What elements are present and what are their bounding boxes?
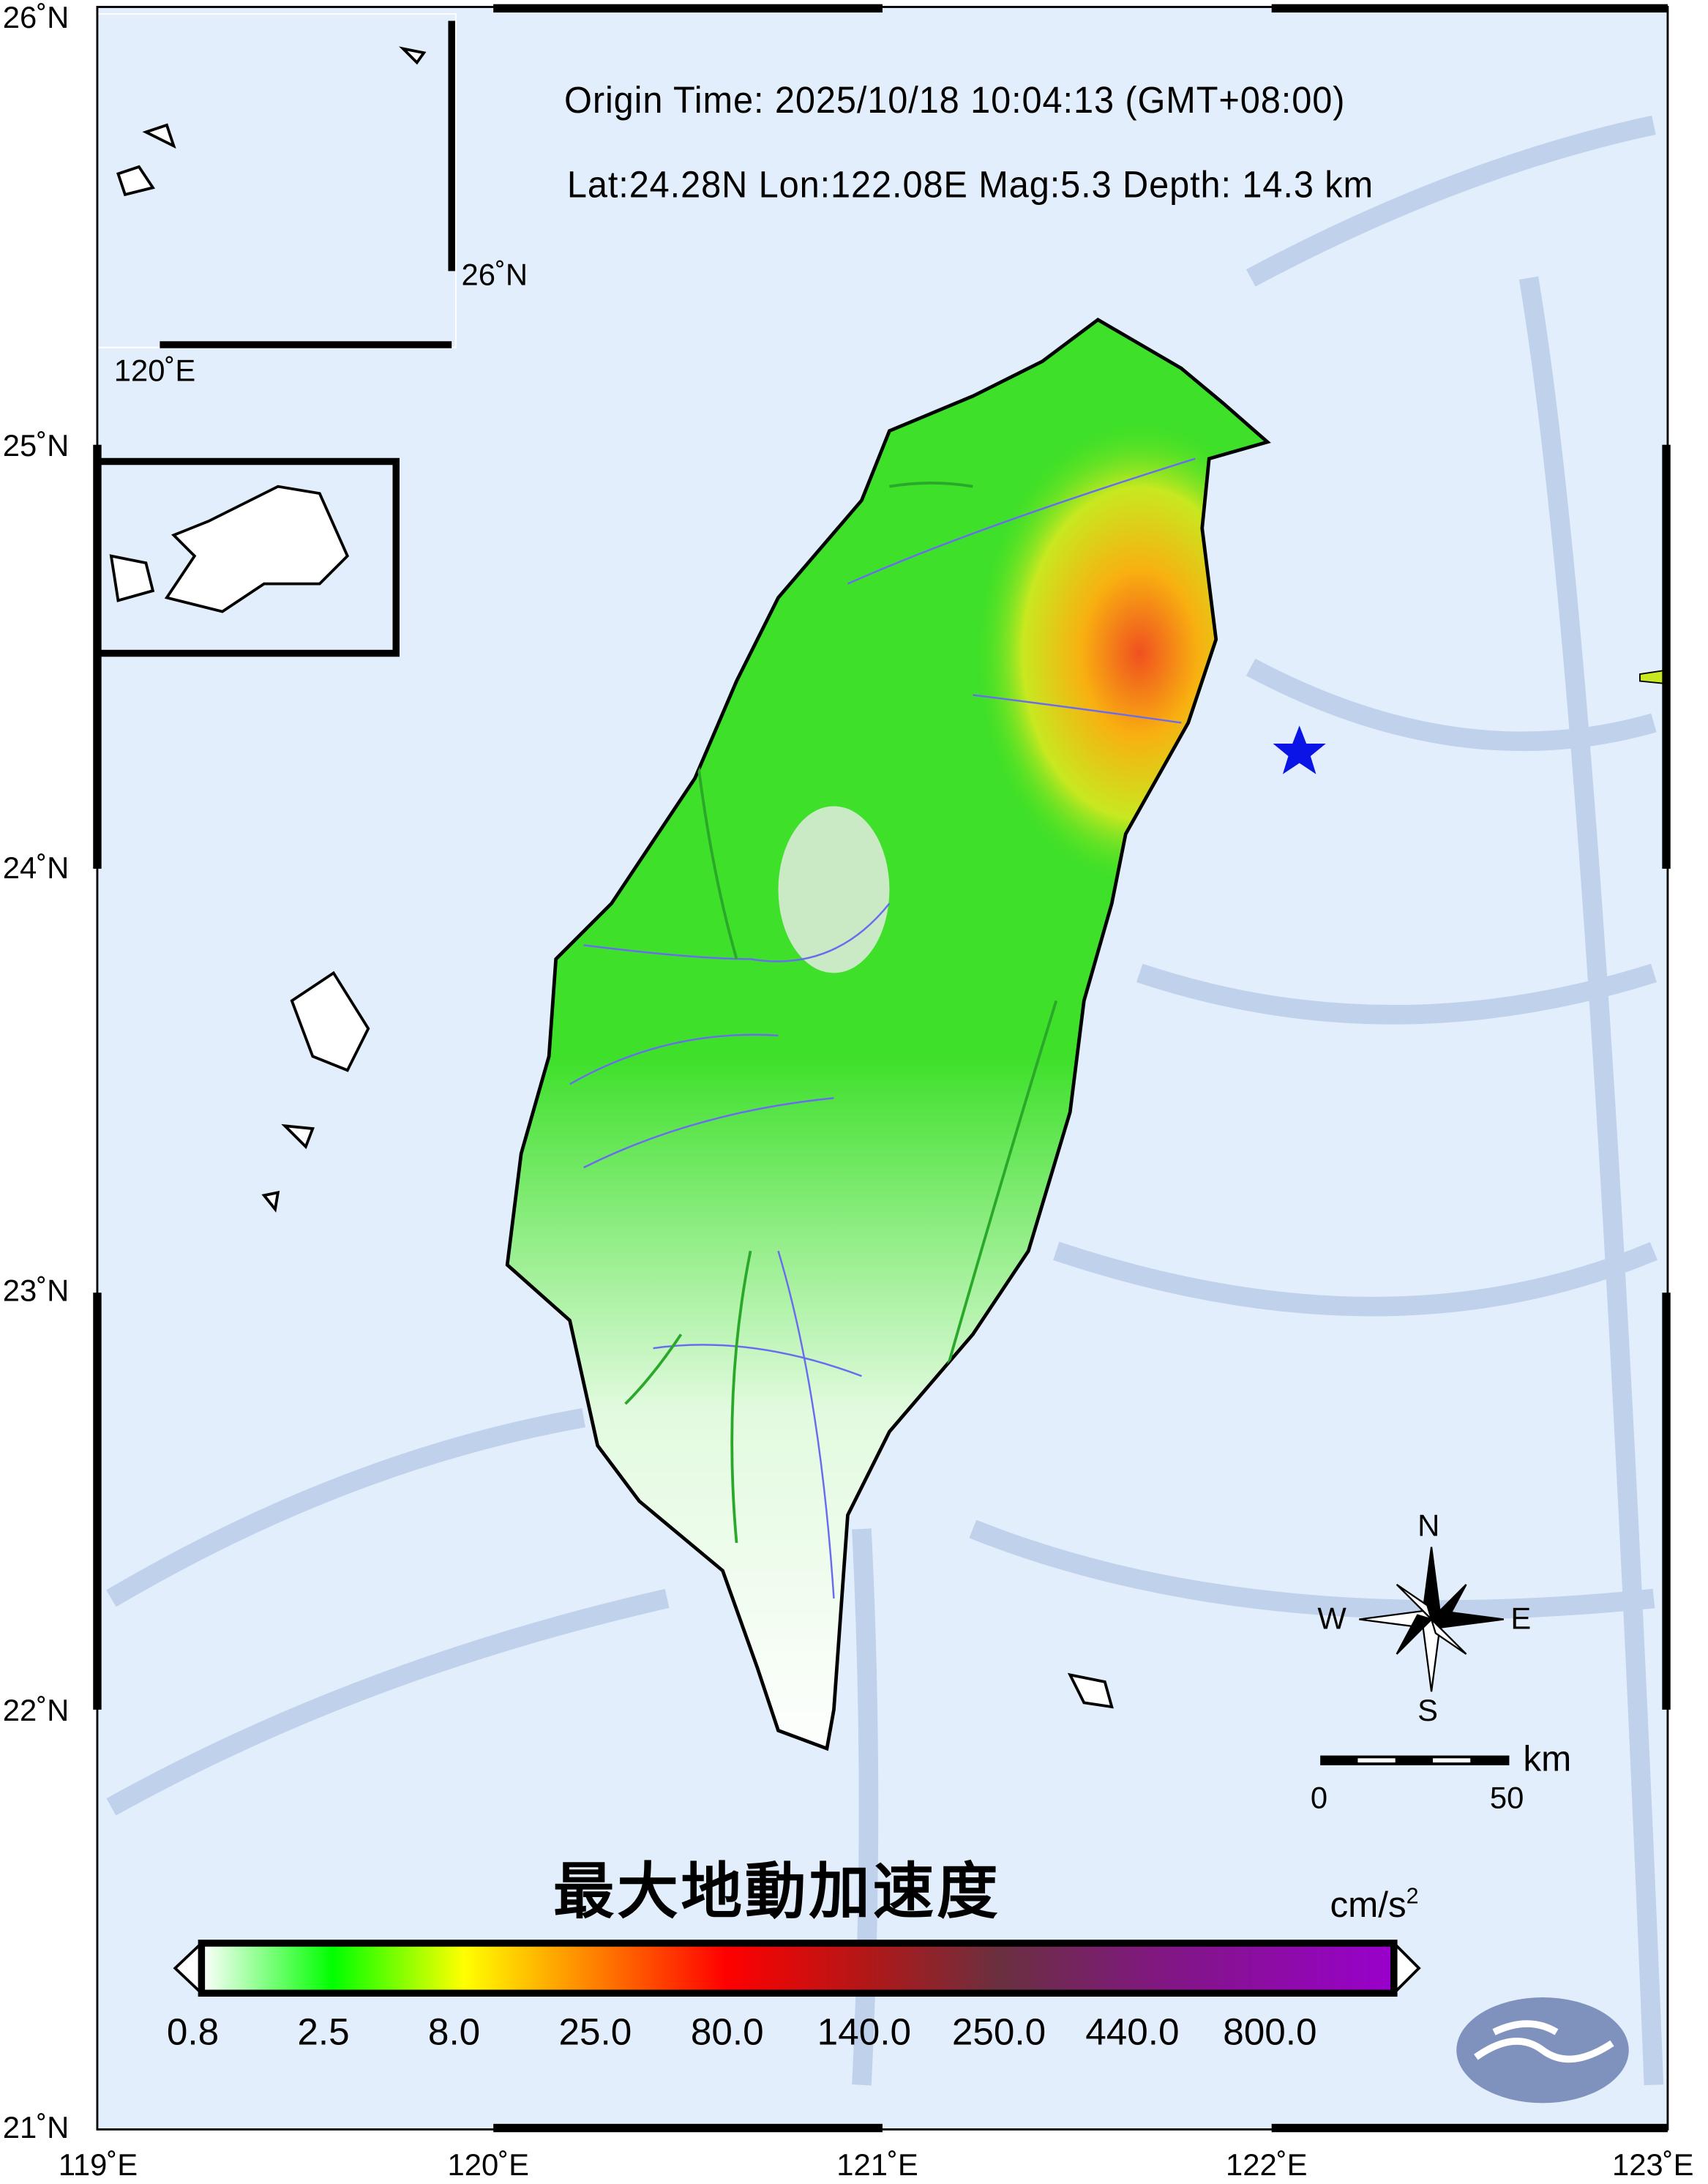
compass-s: S [1417, 1693, 1438, 1728]
compass-w: W [1317, 1601, 1346, 1637]
x-label: 120˚E [447, 2147, 530, 2183]
colorbar-tick-label: 80.0 [690, 2011, 764, 2053]
colorbar-tick-label: 440.0 [1085, 2011, 1180, 2053]
legend-title: 最大地動加速度 [553, 1858, 1001, 1927]
x-label: 123˚E [1611, 2147, 1694, 2183]
y-label: 22˚N [2, 1693, 70, 1728]
colorbar-tick-label: 0.8 [166, 2011, 220, 2053]
inset-lon-label: 120˚E [113, 353, 196, 388]
origin-time: Origin Time: 2025/10/18 10:04:13 (GMT+08… [564, 79, 1346, 121]
colorbar-tick-label: 140.0 [817, 2011, 912, 2053]
frame-ticks [93, 4, 1671, 2133]
x-label: 122˚E [1226, 2147, 1308, 2183]
y-label: 26˚N [2, 0, 70, 35]
legend-unit: cm/s2 [1330, 1883, 1418, 1926]
event-params: Lat:24.28N Lon:122.08E Mag:5.3 Depth: 14… [566, 164, 1374, 206]
y-label: 25˚N [2, 427, 70, 463]
colorbar-tick-label: 8.0 [427, 2011, 481, 2053]
colorbar-tick-label: 25.0 [558, 2011, 632, 2053]
scale-unit: km [1523, 1737, 1572, 1779]
x-label: 119˚E [58, 2147, 138, 2183]
colorbar-tick-label: 800.0 [1223, 2011, 1317, 2053]
colorbar-tick-label: 2.5 [297, 2011, 350, 2053]
rivers [569, 457, 1196, 1599]
scale-label-0: 0 [1310, 1780, 1328, 1816]
inset-lat-label: 26˚N [461, 257, 528, 292]
y-label: 23˚N [2, 1273, 70, 1309]
inset-matsu [96, 13, 457, 348]
legend-unit-sup: 2 [1406, 1885, 1419, 1910]
legend-unit-text: cm/s [1330, 1883, 1407, 1926]
scale-label-50: 50 [1489, 1780, 1524, 1816]
pga-colorbar [173, 1940, 1421, 1997]
epicenter-star-icon [1273, 725, 1326, 774]
compass-rose-icon [1359, 1547, 1504, 1692]
penghu-islands [261, 971, 370, 1213]
x-label: 121˚E [836, 2147, 918, 2183]
colorbar-tick-label: 250.0 [951, 2011, 1046, 2053]
cwa-logo [1456, 1997, 1629, 2103]
bathymetry-relief [106, 115, 1664, 2086]
scale-bar [1320, 1755, 1510, 1765]
y-label: 24˚N [2, 850, 70, 886]
compass-n: N [1417, 1508, 1440, 1544]
compass-e: E [1510, 1601, 1532, 1637]
y-label: 21˚N [2, 2109, 70, 2145]
